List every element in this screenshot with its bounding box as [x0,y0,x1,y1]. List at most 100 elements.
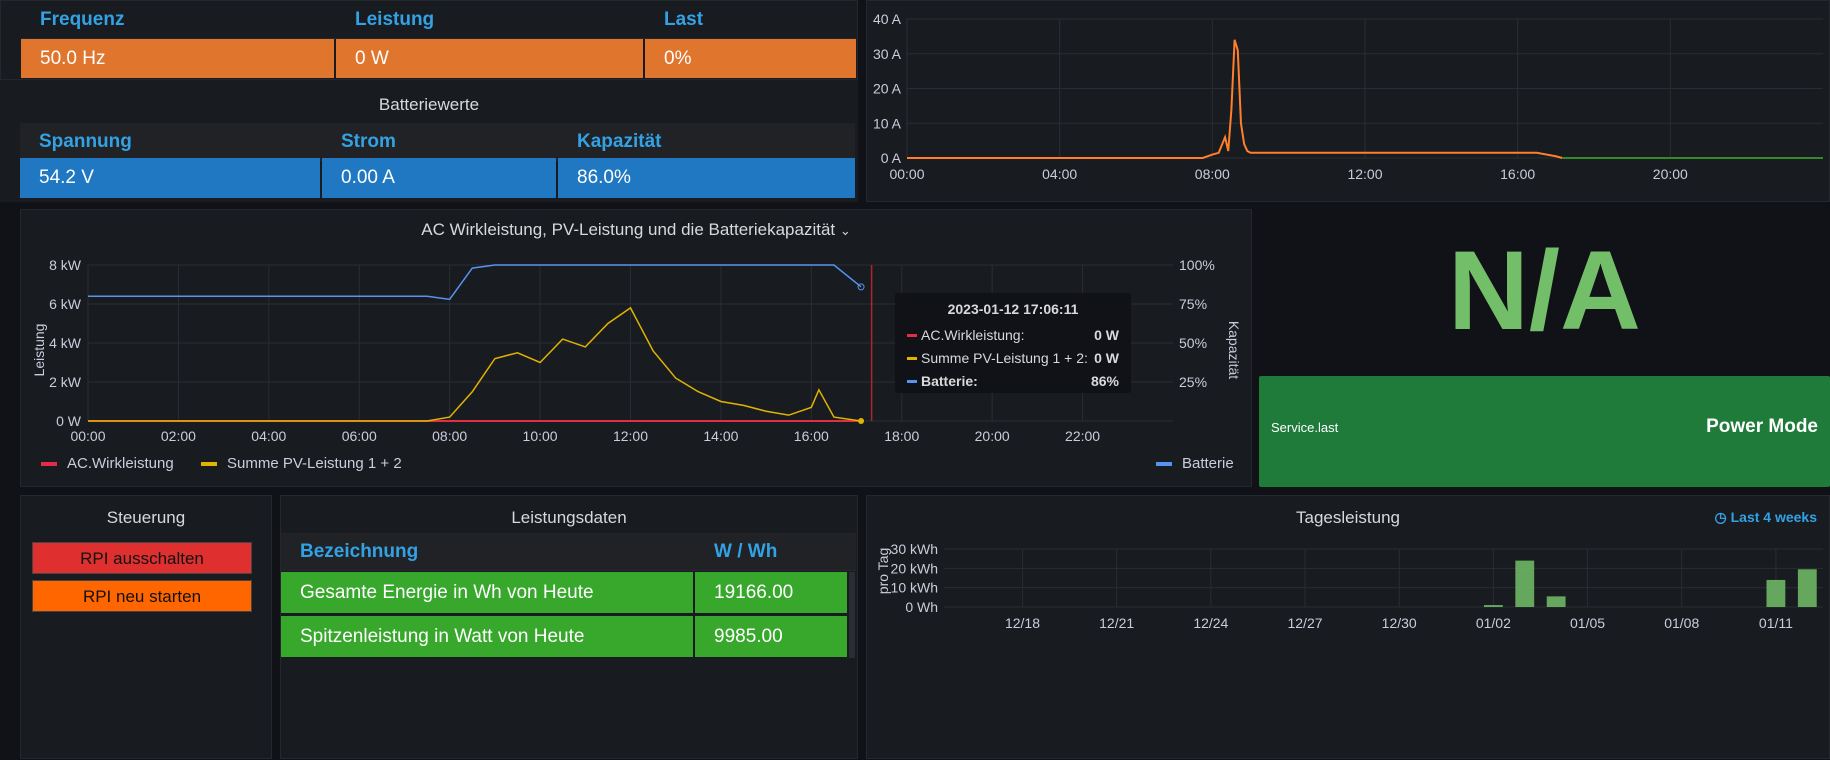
power-mode-tile: Service.last Power Mode [1259,376,1830,487]
main-chart-title[interactable]: AC Wirkleistung, PV-Leistung und die Bat… [421,220,851,239]
tooltip-swatch-batterie [907,380,917,384]
x-tick-label: 12/24 [1193,615,1228,631]
y-tick-label: 20 kWh [891,560,938,576]
x-tick-label: 12/18 [1005,615,1040,631]
x-tick-label: 06:00 [342,428,377,444]
y-tick-label: 10 kWh [891,580,938,596]
tooltip-time: 2023-01-12 17:06:11 [947,301,1079,317]
main-chart[interactable]: 8 kW 6 kW 4 kW 2 kW 0 W 100% 75% 50% 25% 00:00 0… [21,210,1253,488]
y-tick-label: 10 A [873,115,902,131]
daily-title: Tagesleistung [1296,508,1400,527]
y-tick-label: 20 A [873,81,902,97]
legend-swatch-batterie [1156,461,1172,466]
restart-button[interactable]: RPI neu starten [32,580,252,612]
value-frequenz: 50.0 Hz [21,39,334,78]
x-tick-label: 01/02 [1476,615,1511,631]
performance-title: Leistungsdaten [511,508,627,527]
daily-ylabel: pro Tag [875,548,891,594]
x-tick-label: 08:00 [1195,166,1230,182]
current-chart-panel: 40 A 30 A 20 A 10 A 0 A 00:00 04:00 08:00 12:00… [866,0,1830,202]
power-mode-label: Power Mode [1706,416,1818,437]
battery-title: Batteriewerte [378,95,480,114]
bar-01-02 [1483,605,1503,607]
daily-chart: 30 kWh 20 kWh 10 kWh 0 Wh 12/18 12/21 12/24 12… [875,541,1823,631]
x-tick-label: 14:00 [703,428,738,444]
row-energy-name: Gesamte Energie in Wh von Heute [281,572,693,613]
main-y2label: Kapazität [1226,321,1242,379]
header-bezeichnung[interactable]: Bezeichnung [281,533,695,571]
value-leistung: 0 W [336,39,643,78]
y-tick-label: 0 Wh [905,599,938,615]
x-tick-label: 16:00 [794,428,829,444]
series-line-2 [88,264,862,301]
y-tick-label: 40 A [873,11,902,27]
y2-tick-label: 25% [1179,374,1207,390]
y-tick-label: 4 kW [49,335,82,351]
legend-item-pv[interactable]: Summe PV-Leistung 1 + 2 [201,455,402,473]
control-title: Steuerung [106,508,186,527]
row-energy-value: 19166.00 [695,572,847,613]
current-chart: 40 A 30 A 20 A 10 A 0 A 00:00 04:00 08:00 12:00… [873,11,1823,182]
row-peak-value: 9985.00 [695,616,847,657]
series-line-1 [88,306,862,422]
x-tick-label: 16:00 [1500,166,1535,182]
value-last: 0% [645,39,856,78]
x-tick-label: 12/27 [1287,615,1322,631]
table-scrollbar[interactable] [849,572,855,658]
header-leistung: Leistung [336,1,645,39]
status-panel: N/A [1259,209,1830,369]
header-last: Last [645,1,856,39]
chart-tooltip: 2023-01-12 17:06:11 AC.Wirkleistung: 0 W … [895,293,1131,393]
y-tick-label: 0 W [56,413,82,429]
x-tick-label: 12/21 [1099,615,1134,631]
legend-swatch-pv [201,461,217,466]
tooltip-row-ac: AC.Wirkleistung: 0 W [907,323,1119,346]
x-tick-label: 01/11 [1759,615,1793,631]
value-spannung: 54.2 V [20,158,320,198]
x-tick-label: 20:00 [1653,166,1688,182]
x-tick-label: 10:00 [523,428,558,444]
y-tick-label: 8 kW [49,257,82,273]
y2-tick-label: 50% [1179,335,1207,351]
legend-item-batterie[interactable]: Batterie [1156,455,1234,473]
service-last-label: Service.last [1271,420,1339,435]
hover-point-bat [857,283,865,291]
tooltip-row-batterie: Batterie: 86% [907,369,1119,392]
y2-tick-label: 100% [1179,257,1215,273]
clock-icon: ◷ [1714,509,1727,525]
x-tick-label: 04:00 [1042,166,1077,182]
main-legend: AC.Wirkleistung Summe PV-Leistung 1 + 2 … [41,455,1241,477]
bar-01-11 [1766,579,1786,607]
y-tick-label: 6 kW [49,296,82,312]
value-kapazitaet: 86.0% [558,158,855,198]
value-strom: 0.00 A [322,158,556,198]
x-tick-label: 01/08 [1664,615,1699,631]
chevron-down-icon[interactable]: ⌄ [839,223,851,238]
battery-panel: Batteriewerte Spannung Strom Kapazität 5… [0,80,858,202]
header-frequenz: Frequenz [21,1,336,39]
x-tick-label: 12/30 [1382,615,1417,631]
shutdown-button[interactable]: RPI ausschalten [32,542,252,574]
bar-01-04 [1546,596,1566,607]
y-tick-label: 30 A [873,46,902,62]
tooltip-swatch-pv [907,357,917,361]
header-spannung: Spannung [20,123,322,161]
hover-point-pv [858,418,865,424]
x-tick-label: 01/05 [1570,615,1605,631]
x-tick-label: 08:00 [432,428,467,444]
y-tick-label: 30 kWh [891,541,938,557]
y-tick-label: 2 kW [49,374,82,390]
series-line [907,39,1563,159]
x-tick-label: 20:00 [975,428,1010,444]
tooltip-row-pv: Summe PV-Leistung 1 + 2: 0 W [907,346,1119,369]
header-w-wh[interactable]: W / Wh [695,533,856,571]
x-tick-label: 18:00 [884,428,919,444]
legend-swatch-ac [41,461,57,466]
time-range-link[interactable]: ◷ Last 4 weeks [1714,509,1818,525]
status-value: N/A [1448,228,1641,353]
legend-item-ac[interactable]: AC.Wirkleistung [41,455,174,473]
tooltip-swatch-ac [907,334,917,338]
header-kapazitaet: Kapazität [558,123,855,161]
bar-01-12 [1797,569,1817,607]
x-tick-label: 02:00 [161,428,196,444]
